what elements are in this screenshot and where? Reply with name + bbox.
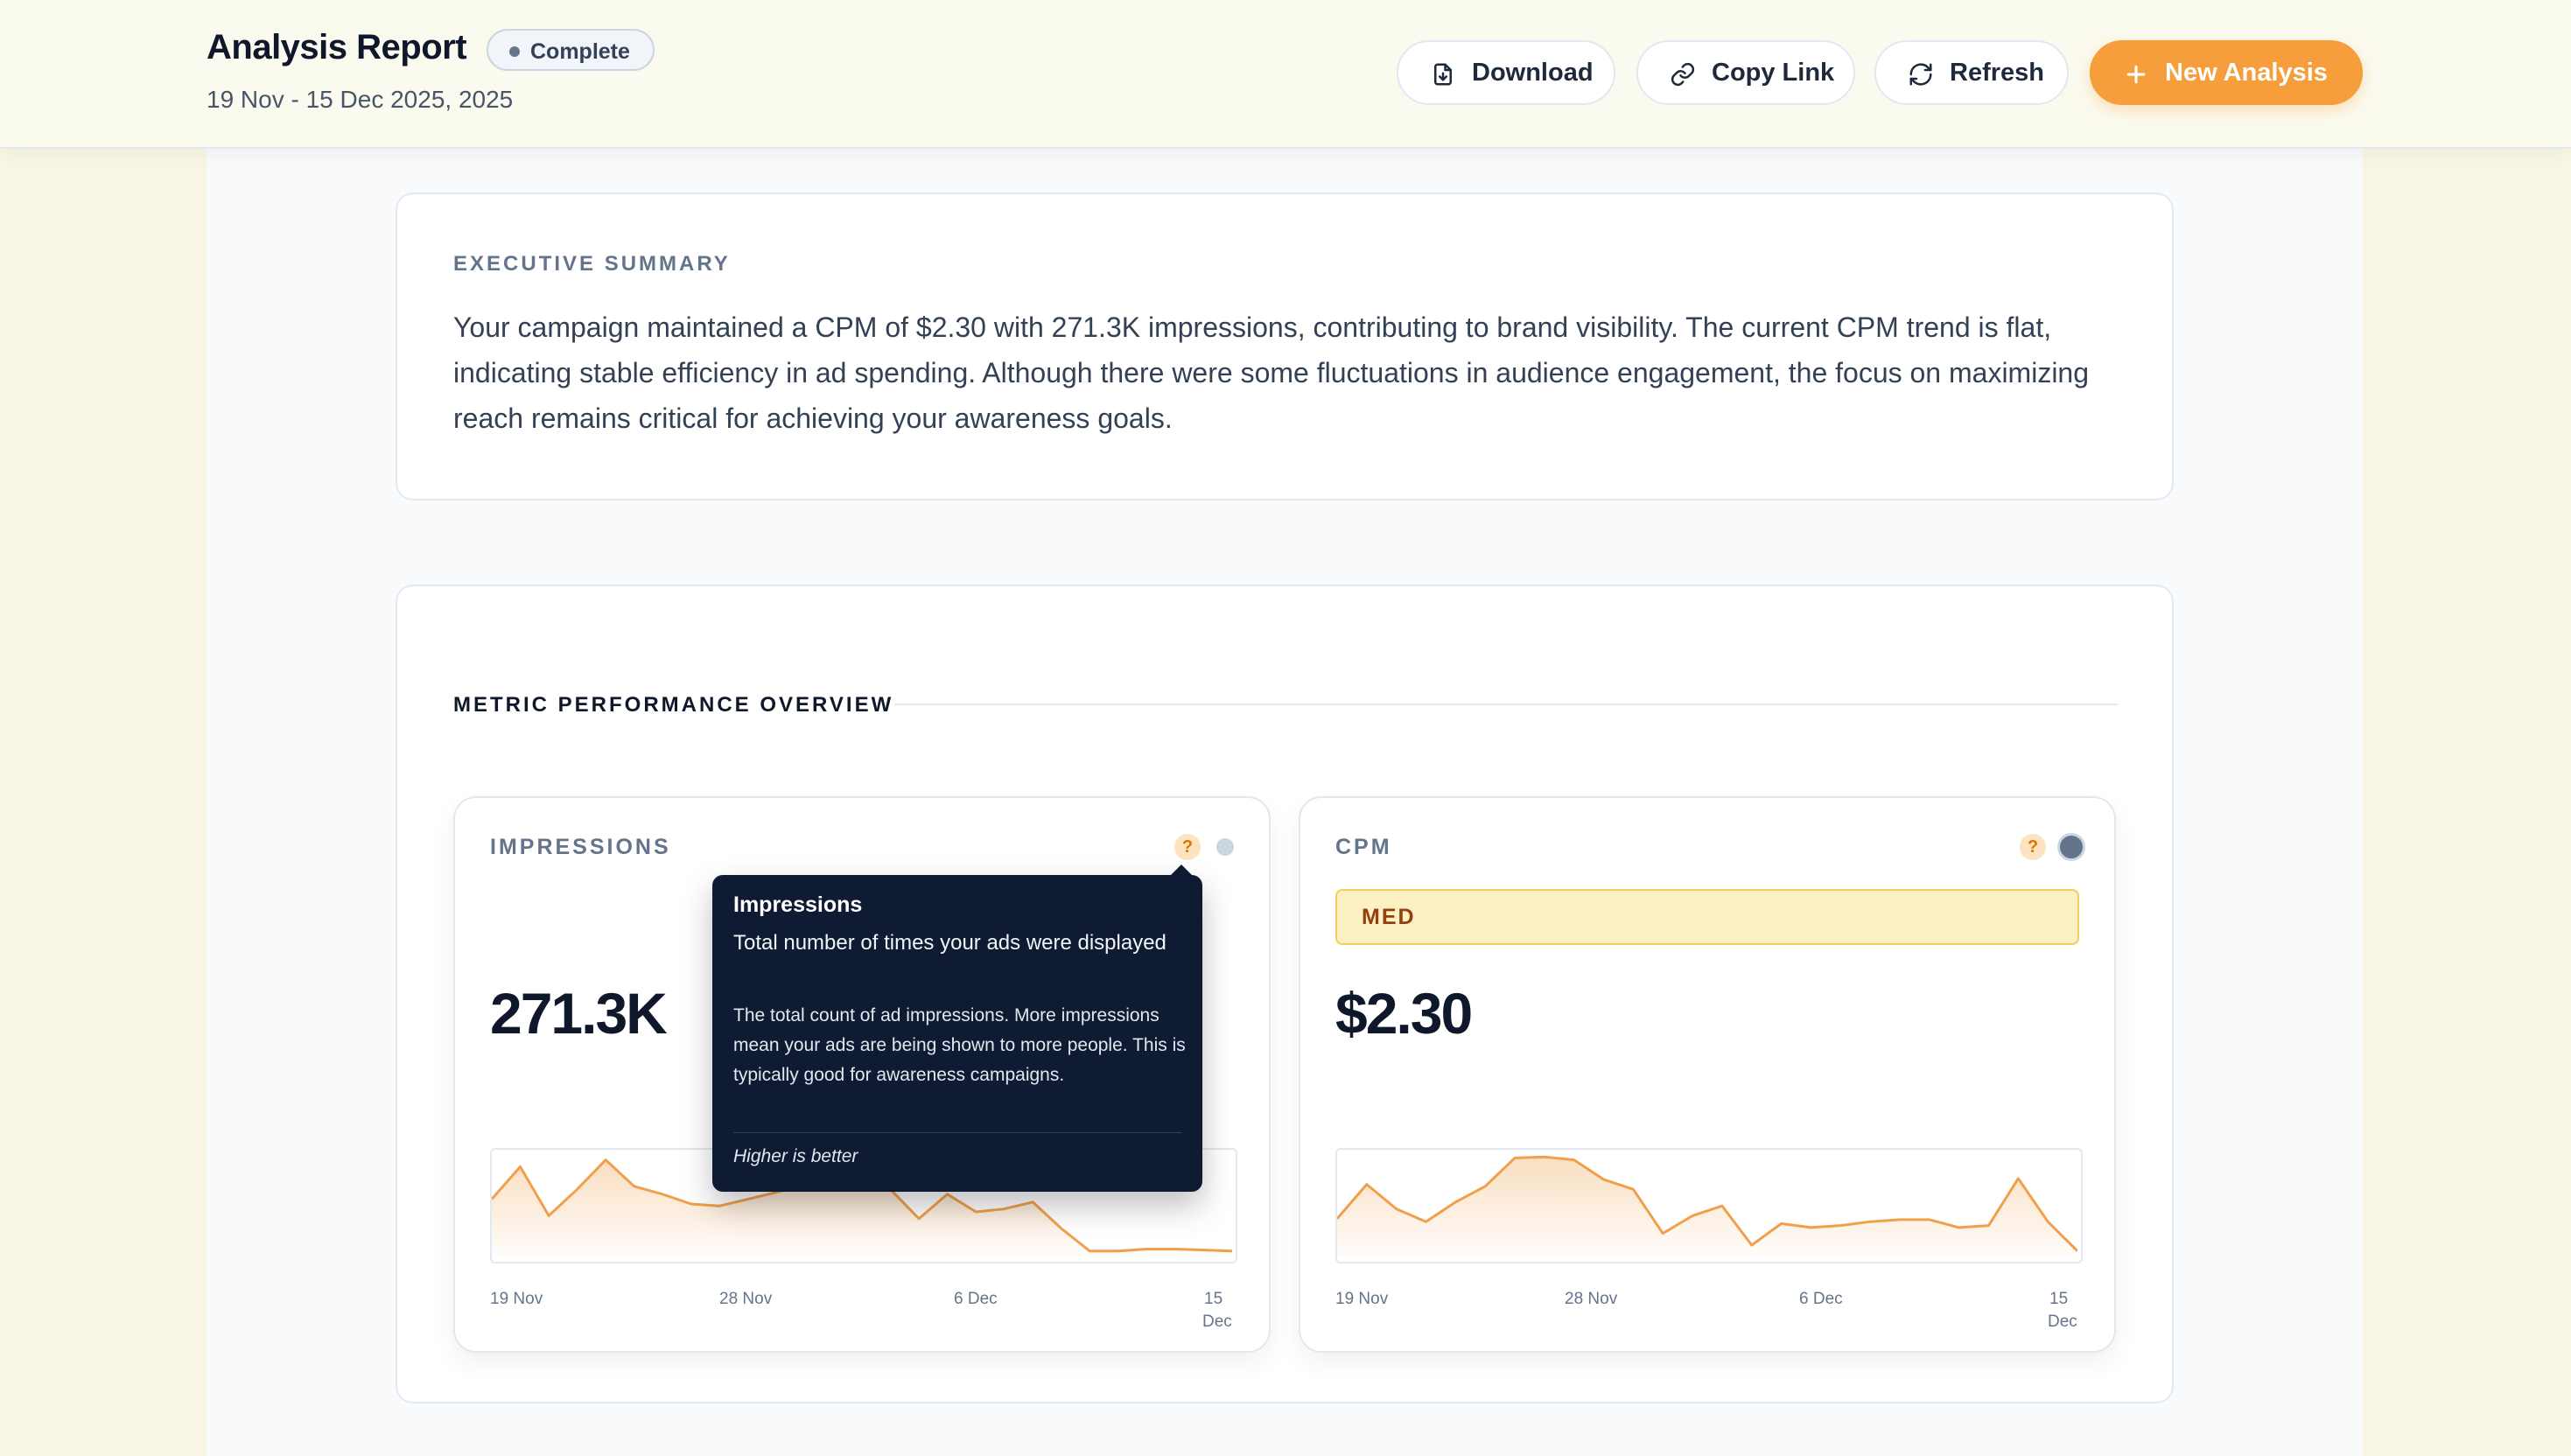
tooltip-divider xyxy=(733,1132,1181,1133)
refresh-icon xyxy=(1909,63,1932,86)
download-button[interactable]: Download xyxy=(1397,40,1615,105)
cpm-tick-mid2: 6 Dec xyxy=(1799,1290,1843,1308)
impressions-tick-mid2: 6 Dec xyxy=(954,1290,998,1308)
refresh-button-label: Refresh xyxy=(1950,58,2044,87)
cpm-help-icon[interactable]: ? xyxy=(2020,834,2046,860)
tooltip-arrow xyxy=(1169,864,1194,877)
trend-area xyxy=(492,1159,1232,1258)
impressions-tick-end-month: Dec xyxy=(1202,1312,1232,1331)
tooltip-long-description: The total count of ad impressions. More … xyxy=(733,1005,1186,1085)
section-divider xyxy=(894,704,2118,705)
impressions-tick-end: 15 xyxy=(1204,1290,1223,1308)
metric-overview-heading: METRIC PERFORMANCE OVERVIEW xyxy=(453,693,894,717)
cpm-metric-card xyxy=(1299,796,2116,1353)
cpm-sparkline xyxy=(1335,1148,2083,1264)
copy-link-button[interactable]: Copy Link xyxy=(1636,40,1855,105)
tooltip-short-description: Total number of times your ads were disp… xyxy=(733,931,1166,955)
status-badge: Complete xyxy=(487,29,655,71)
cpm-performance-badge: MED xyxy=(1335,889,2079,945)
download-button-label: Download xyxy=(1472,58,1594,87)
tooltip-direction-note: Higher is better xyxy=(733,1146,858,1166)
tooltip-title: Impressions xyxy=(733,892,863,917)
cpm-tick-end-month: Dec xyxy=(2048,1312,2077,1331)
impressions-status-dot xyxy=(1216,838,1234,856)
impressions-help-icon[interactable]: ? xyxy=(1174,834,1201,860)
executive-summary-heading: EXECUTIVE SUMMARY xyxy=(453,252,731,276)
status-dot-icon xyxy=(509,46,520,57)
impressions-value: 271.3K xyxy=(490,981,668,1046)
date-range: 19 Nov - 15 Dec 2025, 2025 xyxy=(207,86,514,113)
plus-icon xyxy=(2126,65,2146,84)
impressions-label: IMPRESSIONS xyxy=(490,835,671,859)
cpm-label: CPM xyxy=(1335,835,1392,859)
link-icon xyxy=(1671,62,1695,87)
trend-area xyxy=(1337,1157,2077,1258)
cpm-trend-chart xyxy=(1337,1155,2077,1258)
impressions-tick-start: 19 Nov xyxy=(490,1290,543,1308)
cpm-tick-start: 19 Nov xyxy=(1335,1290,1389,1308)
copy-link-button-label: Copy Link xyxy=(1712,58,1835,87)
executive-summary-card xyxy=(396,192,2174,500)
refresh-button[interactable]: Refresh xyxy=(1874,40,2069,105)
new-analysis-button[interactable]: New Analysis xyxy=(2090,40,2363,105)
cpm-value: $2.30 xyxy=(1335,981,1473,1046)
download-file-icon xyxy=(1434,63,1452,86)
cpm-status-dot xyxy=(2057,833,2085,861)
impressions-tick-mid1: 28 Nov xyxy=(719,1290,773,1308)
report-header: Analysis Report Complete 19 Nov - 15 Dec… xyxy=(0,0,2571,149)
impressions-tooltip: Impressions Total number of times your a… xyxy=(712,875,1202,1192)
cpm-tick-mid1: 28 Nov xyxy=(1565,1290,1618,1308)
page-title: Analysis Report xyxy=(207,28,467,66)
cpm-tick-end: 15 xyxy=(2049,1290,2069,1308)
new-analysis-button-label: New Analysis xyxy=(2165,58,2328,87)
executive-summary-text: Your campaign maintained a CPM of $2.30 … xyxy=(453,312,2090,434)
trend-line xyxy=(1337,1155,2077,1252)
status-badge-label: Complete xyxy=(530,39,630,64)
